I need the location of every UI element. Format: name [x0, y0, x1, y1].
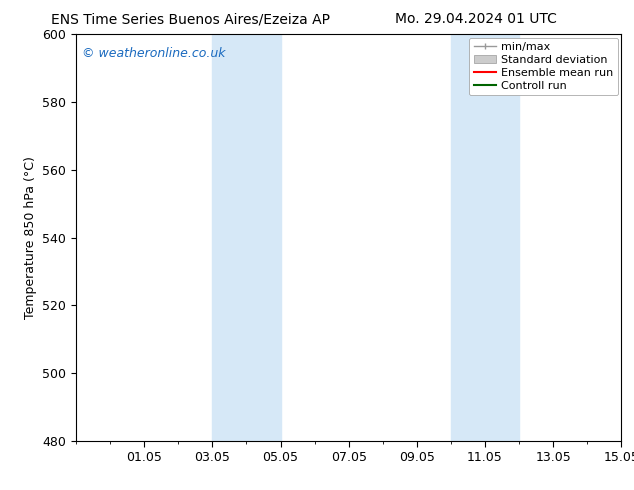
- Y-axis label: Temperature 850 hPa (°C): Temperature 850 hPa (°C): [24, 156, 37, 319]
- Bar: [451, 34, 519, 441]
- Text: © weatheronline.co.uk: © weatheronline.co.uk: [82, 47, 225, 59]
- Legend: min/max, Standard deviation, Ensemble mean run, Controll run: min/max, Standard deviation, Ensemble me…: [469, 38, 618, 95]
- Text: ENS Time Series Buenos Aires/Ezeiza AP: ENS Time Series Buenos Aires/Ezeiza AP: [51, 12, 330, 26]
- Text: Mo. 29.04.2024 01 UTC: Mo. 29.04.2024 01 UTC: [394, 12, 557, 26]
- Bar: [212, 34, 280, 441]
